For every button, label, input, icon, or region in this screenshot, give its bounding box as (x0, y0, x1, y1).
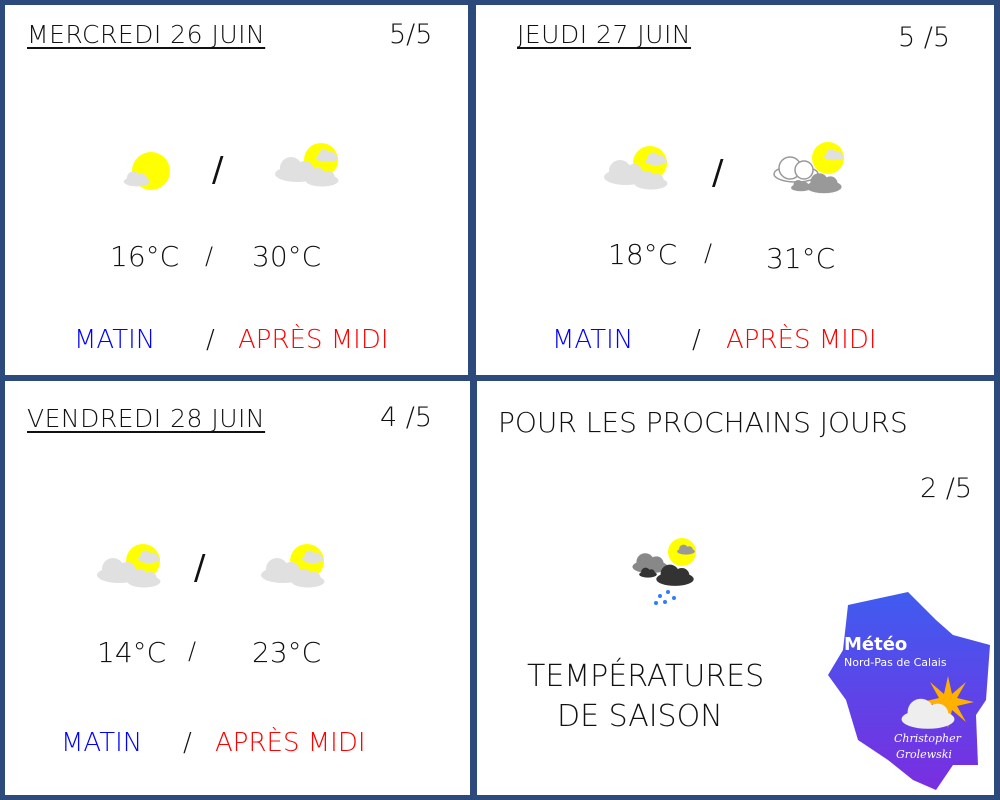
period-morning: MATIN (61, 728, 143, 758)
partly-cloudy-icon (261, 544, 325, 588)
sun-small-cloud-icon (123, 152, 170, 190)
period-afternoon: APRÈS MIDI (238, 325, 389, 355)
separator: / (188, 637, 197, 665)
day-panel-2: JEUDI 27 JUIN 5 /5 / 18°C / 31°C MATIN /… (476, 5, 994, 375)
outlook-line-1: TEMPÉRATURES (527, 659, 765, 694)
temp-morning: 16°C (110, 240, 180, 273)
period-morning: MATIN (552, 325, 634, 355)
separator: / (206, 325, 215, 355)
day-title: VENDREDI 28 JUIN (27, 404, 266, 433)
temp-morning: 18°C (608, 238, 678, 271)
separator: / (183, 728, 192, 758)
rain-cloud-sun-icon (632, 538, 696, 605)
period-afternoon: APRÈS MIDI (726, 325, 877, 355)
logo-subtitle: Nord-Pas de Calais (844, 656, 947, 669)
separator: / (194, 548, 206, 588)
partly-cloudy-icon (604, 146, 668, 190)
period-morning: MATIN (74, 325, 156, 355)
day-panel-3: VENDREDI 28 JUIN 4 /5 / 14°C / 23°C MATI… (5, 381, 470, 795)
separator: / (205, 242, 214, 270)
logo-title: Météo (844, 634, 908, 655)
separator: / (692, 325, 701, 355)
temp-afternoon: 31°C (766, 242, 836, 275)
partly-cloudy-icon (275, 143, 339, 187)
day-rating: 4 /5 (380, 402, 433, 433)
day-rating: 5 /5 (898, 22, 951, 53)
separator: / (712, 153, 724, 193)
cloudy-sun-dark-icon (773, 142, 844, 194)
period-afternoon: APRÈS MIDI (215, 728, 366, 758)
temp-morning: 14°C (97, 636, 167, 669)
day-title: JEUDI 27 JUIN (517, 20, 692, 49)
outlook-rating: 2 /5 (920, 473, 973, 504)
day-panel-1: MERCREDI 26 JUIN 5/5 / 16°C / 30°C MATIN… (5, 5, 468, 375)
logo-author-2: Grolewski (896, 748, 952, 761)
outlook-line-2: DE SAISON (557, 699, 723, 734)
day-rating: 5/5 (389, 19, 433, 50)
day-title: MERCREDI 26 JUIN (27, 20, 266, 49)
outlook-title: POUR LES PROCHAINS JOURS (498, 406, 908, 439)
temp-afternoon: 23°C (252, 636, 322, 669)
logo-author-1: Christopher (894, 732, 961, 745)
separator: / (704, 239, 713, 267)
separator: / (212, 150, 224, 190)
temp-afternoon: 30°C (252, 240, 322, 273)
logo: Météo Nord-Pas de Calais Christopher Gro… (818, 590, 994, 790)
partly-cloudy-icon (97, 544, 161, 588)
region-map-logo (828, 592, 990, 790)
